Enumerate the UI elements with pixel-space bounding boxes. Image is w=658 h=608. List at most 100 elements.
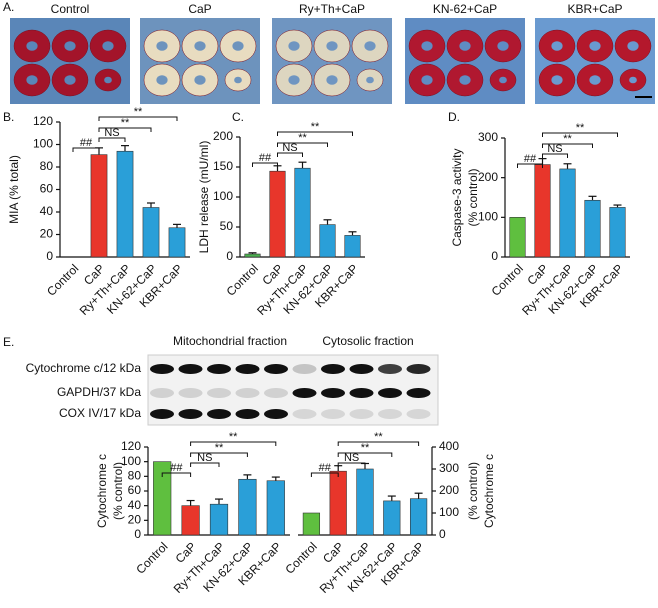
y-tick-label: 100 xyxy=(439,505,459,519)
bar xyxy=(344,235,361,258)
blot-band xyxy=(292,409,317,419)
y-tick-label: 0 xyxy=(134,527,141,541)
bar xyxy=(409,498,428,536)
significance-label: ** xyxy=(298,132,307,144)
y-tick-label: 150 xyxy=(213,159,233,173)
heart-lumen xyxy=(589,41,601,51)
blot-band xyxy=(150,364,174,374)
blot-band xyxy=(235,388,260,398)
bar xyxy=(319,224,336,258)
y-tick-label: 0 xyxy=(491,249,498,263)
significance-label: ## xyxy=(524,153,537,165)
panel-label: C. xyxy=(232,110,244,124)
heart-lumen xyxy=(194,75,206,85)
heart-lumen xyxy=(459,41,471,51)
blot-band xyxy=(406,409,431,419)
significance-bracket xyxy=(277,152,303,157)
blot-band xyxy=(264,364,288,374)
blot-band xyxy=(378,388,402,398)
significance-label: ** xyxy=(563,133,572,145)
significance-label: ## xyxy=(170,462,183,474)
bar xyxy=(356,468,374,536)
bar xyxy=(244,253,261,258)
blot-band xyxy=(349,364,374,374)
heart-lumen xyxy=(459,75,471,85)
photo-label: KN-62+CaP xyxy=(433,2,497,16)
heart-lumen xyxy=(232,41,244,51)
heart-lumen xyxy=(366,76,374,84)
y-axis-label: LDH release (mU/ml) xyxy=(197,141,211,254)
significance-bracket xyxy=(252,162,278,167)
blot-band xyxy=(178,364,203,374)
y-axis-label: (% control) xyxy=(111,462,125,520)
y-tick-label: 200 xyxy=(213,129,233,143)
significance-label: ** xyxy=(134,106,143,118)
photo-label: Control xyxy=(51,2,90,16)
y-axis-label: (% control) xyxy=(466,462,480,520)
significance-label: NS xyxy=(282,142,297,154)
blot-band xyxy=(150,388,174,398)
significance-label: NS xyxy=(547,143,562,155)
heart-lumen xyxy=(156,75,168,85)
bar xyxy=(509,217,526,258)
fraction-label: Cytosolic fraction xyxy=(322,334,413,348)
blot-band xyxy=(178,409,203,419)
y-tick-label: 20 xyxy=(40,227,54,241)
y-axis-label: Caspase-3 activity xyxy=(450,148,464,246)
bar xyxy=(302,512,321,536)
heart-lumen xyxy=(26,75,38,85)
heart-lumen xyxy=(551,75,563,85)
significance-bracket xyxy=(98,116,178,121)
bar xyxy=(269,170,286,258)
significance-bracket xyxy=(310,472,339,477)
blot-band xyxy=(264,409,288,419)
bar xyxy=(383,500,401,536)
panel-label: D. xyxy=(448,110,460,124)
blot-band xyxy=(406,388,431,398)
significance-bracket xyxy=(337,462,366,467)
y-tick-label: 0 xyxy=(46,249,53,263)
y-axis-label: MIA (% total) xyxy=(7,155,21,224)
heart-lumen xyxy=(364,41,376,51)
y-tick-label: 400 xyxy=(439,439,459,453)
heart-lumen xyxy=(64,41,76,51)
heart-lumen xyxy=(26,41,38,51)
heart-lumen xyxy=(627,41,639,51)
heart-lumen xyxy=(551,41,563,51)
bar xyxy=(116,150,134,258)
y-tick-label: 120 xyxy=(33,114,53,128)
blot-band xyxy=(235,364,260,374)
y-tick-label: 0 xyxy=(439,527,446,541)
significance-label: ** xyxy=(121,117,130,129)
significance-bracket xyxy=(337,452,393,457)
heart-lumen xyxy=(326,41,338,51)
panel-label: A. xyxy=(3,0,14,14)
significance-bracket xyxy=(277,131,353,136)
photo-label: Ry+Th+CaP xyxy=(299,2,365,16)
significance-label: ## xyxy=(319,462,332,474)
blot-band xyxy=(378,364,402,374)
y-tick-label: 200 xyxy=(478,170,498,184)
heart-lumen xyxy=(102,41,114,51)
panel-label: E. xyxy=(3,335,14,349)
x-tick-label: Control xyxy=(283,539,320,576)
heart-lumen xyxy=(194,41,206,51)
blot-band xyxy=(292,364,317,374)
significance-label: ** xyxy=(361,442,370,454)
band-label: Cytochrome c/12 kDa xyxy=(26,361,142,375)
significance-label: ** xyxy=(311,121,320,133)
y-tick-label: 300 xyxy=(478,130,498,144)
heart-lumen xyxy=(288,41,300,51)
blot-band xyxy=(264,388,288,398)
y-tick-label: 60 xyxy=(128,483,142,497)
bar xyxy=(609,207,626,258)
bar xyxy=(181,505,200,536)
blot-band xyxy=(150,409,174,419)
significance-label: NS xyxy=(104,127,119,139)
significance-bracket xyxy=(190,462,220,467)
bar xyxy=(329,470,347,536)
significance-label: ** xyxy=(215,442,224,454)
y-tick-label: 100 xyxy=(213,189,233,203)
